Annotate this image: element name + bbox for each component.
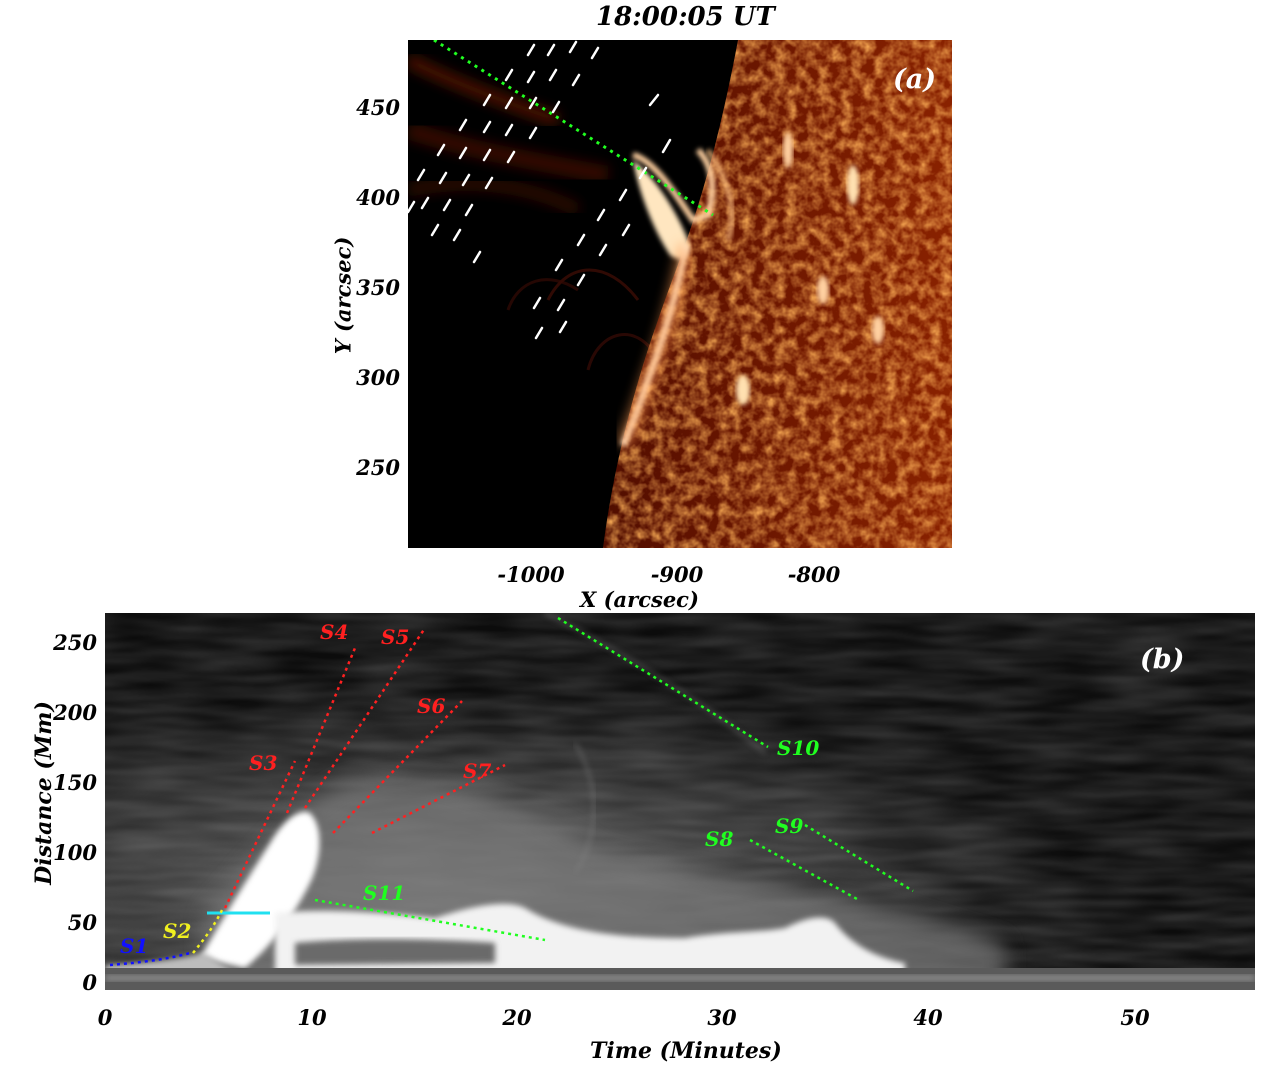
track-s6: [332, 700, 463, 834]
track-s10: [557, 616, 769, 749]
track-label: S4: [320, 620, 348, 644]
track-label: S8: [705, 827, 733, 851]
track-label: S11: [363, 881, 405, 905]
panel-b-xtick: 50: [1120, 1005, 1150, 1030]
panel-b-ytick: 0: [82, 970, 97, 995]
panel-b-label: (b): [1140, 644, 1184, 675]
panel-b-image: S1 S2 S3 S4 S5 S6 S7 S8 S9 S10 S11 (b): [105, 613, 1255, 990]
track-s4: [285, 647, 357, 814]
panel-a-xtick: -1000: [497, 562, 565, 587]
track-label: S9: [775, 814, 803, 838]
solar-euv-image: (a): [408, 40, 952, 548]
track-label: S7: [463, 759, 491, 783]
track-s1: [109, 951, 191, 967]
panel-a-ytick: 400: [356, 185, 400, 210]
panel-b-xtick: 40: [913, 1005, 943, 1030]
panel-b-ytick: 50: [67, 910, 97, 935]
panel-a-ytick: 250: [356, 455, 400, 480]
track-label: S3: [249, 751, 277, 775]
track-label: S2: [163, 919, 191, 943]
panel-b-ytick: 200: [53, 700, 97, 725]
panel-b-ytick: 150: [53, 770, 97, 795]
panel-a-label: (a): [893, 64, 936, 95]
time-distance-map: S1 S2 S3 S4 S5 S6 S7 S8 S9 S10 S11 (b): [105, 613, 1255, 990]
panel-a-image: (a): [408, 40, 952, 548]
slit-cut-line: [433, 40, 714, 217]
panel-a-ytick: 350: [356, 275, 400, 300]
panel-a-title: 18:00:05 UT: [596, 2, 775, 32]
track-label: S1: [120, 934, 148, 958]
track-label: S6: [417, 694, 445, 718]
track-s5: [303, 627, 427, 809]
panel-b-xtick: 0: [97, 1005, 113, 1030]
dash-markers: [408, 40, 672, 340]
track-label: S10: [777, 736, 819, 760]
track-s9: [804, 823, 914, 893]
panel-b-xtick: 20: [502, 1005, 532, 1030]
track-s2: [192, 907, 225, 954]
panel-a-xtick: -900: [650, 562, 704, 587]
panel-a-ytick: 300: [356, 365, 400, 390]
panel-b-xlabel: Time (Minutes): [590, 1038, 782, 1064]
panel-a-xtick: -800: [787, 562, 841, 587]
panel-b-xtick: 30: [707, 1005, 737, 1030]
panel-a-ylabel: Y (arcsec): [330, 236, 356, 355]
track-s3: [223, 760, 297, 909]
panel-b-xtick: 10: [297, 1005, 327, 1030]
panel-b-ytick: 250: [53, 630, 97, 655]
track-label: S5: [381, 625, 409, 649]
panel-a-xlabel: X (arcsec): [580, 587, 699, 612]
panel-b-ylabel: Distance (Mm): [30, 701, 57, 885]
panel-a-ytick: 450: [356, 95, 400, 120]
panel-b-ytick: 100: [53, 840, 97, 865]
